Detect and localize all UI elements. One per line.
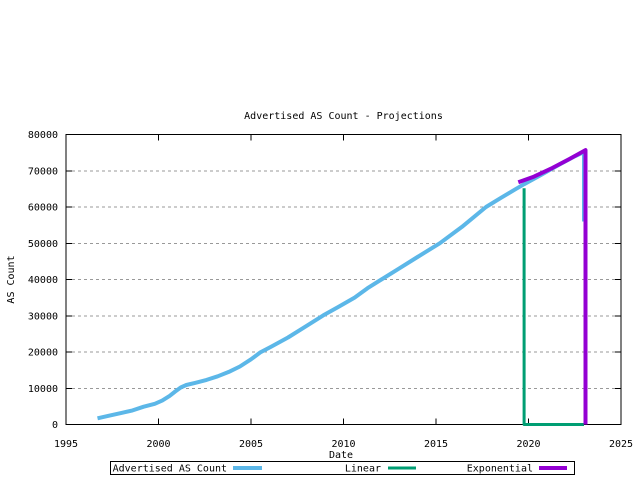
- y-tick-label: 60000: [28, 203, 58, 214]
- y-tick-label: 30000: [28, 311, 58, 322]
- y-tick-label: 70000: [28, 166, 58, 177]
- x-tick-label: 2005: [239, 439, 263, 450]
- x-tick-label: 2025: [609, 439, 633, 450]
- y-tick-label: 20000: [28, 348, 58, 359]
- chart-generated-layer: 1995 2000 2005 2010 2015 2020 2025 0 10000 20000 3…: [28, 130, 633, 475]
- legend-box: [110, 461, 575, 475]
- x-tick-label: 2000: [146, 439, 170, 450]
- series-advertised-as-count: [97, 149, 586, 421]
- x-tick-label: 2015: [424, 439, 448, 450]
- x-axis-label: Date: [329, 450, 353, 461]
- y-tick-label: 0: [52, 420, 58, 431]
- series-exponential: [517, 148, 588, 425]
- chart-title: Advertised AS Count - Projections: [244, 111, 443, 122]
- x-tick-label: 2010: [331, 439, 355, 450]
- y-axis-label: AS Count: [6, 255, 17, 303]
- y-tick-label: 80000: [28, 130, 58, 141]
- y-tick-label: 10000: [28, 384, 58, 395]
- legend-label-exponential: Exponential: [467, 464, 533, 475]
- legend-label-advertised-as-count: Advertised AS Count: [113, 464, 227, 475]
- x-tick-label: 2020: [516, 439, 540, 450]
- legend-label-linear: Linear: [345, 464, 381, 475]
- y-tick-label: 40000: [28, 275, 58, 286]
- y-tick-label: 50000: [28, 239, 58, 250]
- x-tick-label: 1995: [54, 439, 78, 450]
- series-linear: [522, 188, 584, 426]
